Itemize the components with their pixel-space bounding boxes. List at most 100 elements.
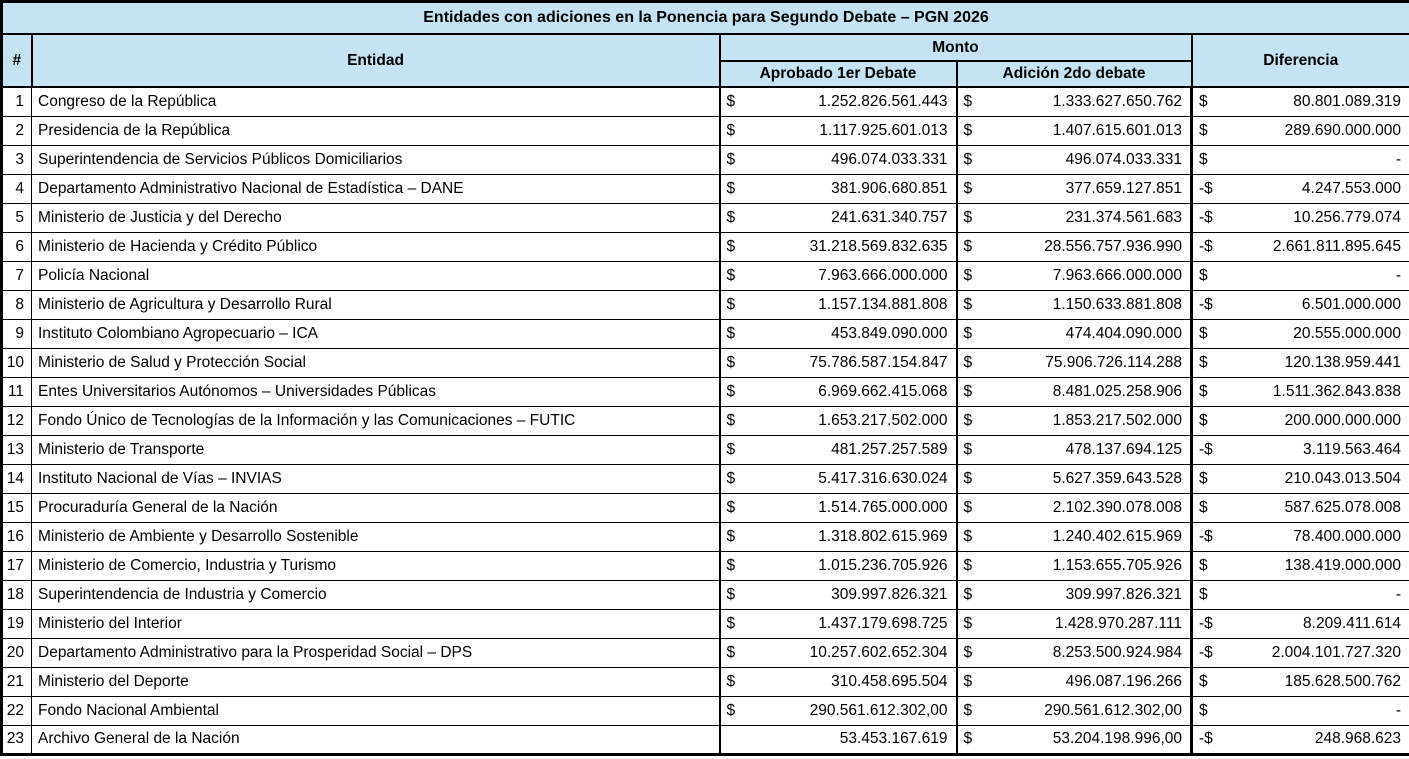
currency-symbol: $ bbox=[726, 469, 736, 487]
approved-amount-cell: $1.015.236.705.926 bbox=[719, 550, 958, 581]
approved-amount-cell: $10.257.602.652.304 bbox=[719, 637, 958, 668]
row-number: 21 bbox=[1, 666, 32, 697]
addition-amount-cell: $1.150.633.881.808 bbox=[956, 289, 1193, 320]
row-number: 10 bbox=[1, 347, 32, 378]
page-title: Entidades con adiciones en la Ponencia p… bbox=[0, 0, 1409, 35]
table-row: 8 Ministerio de Agricultura y Desarrollo… bbox=[1, 289, 1409, 320]
addition-amount-cell: $1.333.627.650.762 bbox=[956, 86, 1193, 117]
addition-amount: 8.253.500.924.984 bbox=[1052, 643, 1182, 661]
currency-symbol: $ bbox=[963, 556, 973, 574]
addition-amount-cell: $8.481.025.258.906 bbox=[956, 376, 1193, 407]
header-row-sub: Aprobado 1er Debate Adición 2do debate bbox=[2, 60, 1409, 88]
approved-amount: 1.437.179.698.725 bbox=[818, 614, 948, 632]
addition-amount-cell: $496.074.033.331 bbox=[956, 144, 1193, 175]
entity-name: Instituto Colombiano Agropecuario – ICA bbox=[31, 318, 721, 349]
column-header-adicion: Adición 2do debate bbox=[955, 60, 1193, 88]
currency-symbol: $ bbox=[726, 614, 736, 632]
currency-symbol: $ bbox=[726, 121, 736, 139]
currency-symbol: $ bbox=[726, 556, 736, 574]
entity-name: Ministerio de Salud y Protección Social bbox=[31, 347, 721, 378]
addition-amount-cell: $1.240.402.615.969 bbox=[956, 521, 1193, 552]
approved-amount: 241.631.340.757 bbox=[831, 208, 948, 226]
table-row: 21 Ministerio del Deporte $310.458.695.5… bbox=[1, 666, 1409, 697]
addition-amount-cell: $75.906.726.114.288 bbox=[956, 347, 1193, 378]
difference-amount: - bbox=[1395, 266, 1402, 284]
row-number: 3 bbox=[1, 144, 32, 175]
addition-amount-cell: $53.204.198.996,00 bbox=[956, 724, 1193, 755]
currency-symbol: $ bbox=[963, 440, 973, 458]
currency-symbol: $ bbox=[726, 498, 736, 516]
currency-symbol: $ bbox=[726, 527, 736, 545]
currency-symbol: $ bbox=[963, 701, 973, 719]
difference-amount: 1.511.362.843.838 bbox=[1272, 382, 1402, 400]
column-header-num: # bbox=[0, 33, 33, 88]
addition-amount-cell: $1.853.217.502.000 bbox=[956, 405, 1193, 436]
difference-amount: 78.400.000.000 bbox=[1293, 527, 1402, 545]
currency-symbol: -$ bbox=[1199, 179, 1213, 197]
approved-amount: 6.969.662.415.068 bbox=[818, 382, 948, 400]
table-row: 17 Ministerio de Comercio, Industria y T… bbox=[1, 550, 1409, 581]
title-row: Entidades con adiciones en la Ponencia p… bbox=[0, 0, 1409, 35]
difference-amount: - bbox=[1395, 150, 1402, 168]
approved-amount: 1.653.217.502.000 bbox=[818, 411, 948, 429]
addition-amount-cell: $474.404.090.000 bbox=[956, 318, 1193, 349]
approved-amount-cell: $309.997.826.321 bbox=[719, 579, 958, 610]
currency-symbol: -$ bbox=[1199, 440, 1213, 458]
approved-amount-cell: $496.074.033.331 bbox=[719, 144, 958, 175]
addition-amount-cell: $231.374.561.683 bbox=[956, 202, 1193, 233]
addition-amount: 75.906.726.114.288 bbox=[1045, 353, 1182, 371]
entity-name: Procuraduría General de la Nación bbox=[31, 492, 721, 523]
entity-name: Superintendencia de Industria y Comercio bbox=[31, 579, 721, 610]
currency-symbol: $ bbox=[963, 585, 973, 603]
addition-amount: 1.153.655.705.926 bbox=[1052, 556, 1182, 574]
approved-amount: 5.417.316.630.024 bbox=[818, 469, 948, 487]
approved-amount: 453.849.090.000 bbox=[831, 324, 948, 342]
approved-amount-cell: $31.218.569.832.635 bbox=[719, 231, 958, 262]
entity-name: Fondo Único de Tecnologías de la Informa… bbox=[31, 405, 721, 436]
approved-amount-cell: 53.453.167.619 bbox=[719, 724, 958, 755]
row-number: 18 bbox=[1, 579, 32, 610]
difference-amount: 210.043.013.504 bbox=[1284, 469, 1402, 487]
addition-amount: 1.853.217.502.000 bbox=[1052, 411, 1182, 429]
approved-amount: 1.318.802.615.969 bbox=[818, 527, 948, 545]
currency-symbol: $ bbox=[1199, 121, 1208, 139]
difference-amount: 80.801.089.319 bbox=[1293, 92, 1402, 110]
currency-symbol: $ bbox=[1199, 266, 1208, 284]
table-row: 1 Congreso de la República $1.252.826.56… bbox=[1, 86, 1409, 117]
difference-amount: 6.501.000.000 bbox=[1301, 295, 1402, 313]
column-header-monto: Monto bbox=[718, 33, 1193, 62]
approved-amount: 1.117.925.601.013 bbox=[819, 121, 948, 139]
currency-symbol: $ bbox=[963, 266, 973, 284]
difference-amount-cell: -$ 2.004.101.727.320 bbox=[1189, 637, 1409, 668]
approved-amount: 496.074.033.331 bbox=[831, 150, 948, 168]
currency-symbol: $ bbox=[726, 701, 736, 719]
addition-amount-cell: $377.659.127.851 bbox=[956, 173, 1193, 204]
addition-amount: 8.481.025.258.906 bbox=[1052, 382, 1182, 400]
currency-symbol: $ bbox=[963, 527, 973, 545]
table-row: 3 Superintendencia de Servicios Públicos… bbox=[1, 144, 1409, 175]
addition-amount-cell: $5.627.359.643.528 bbox=[956, 463, 1193, 494]
currency-symbol: -$ bbox=[1199, 527, 1213, 545]
difference-amount-cell: -$ 248.968.623 bbox=[1189, 724, 1409, 755]
currency-symbol: $ bbox=[726, 237, 736, 255]
entity-name: Ministerio del Deporte bbox=[31, 666, 721, 697]
difference-amount-cell: -$ 4.247.553.000 bbox=[1189, 173, 1409, 204]
table-body: 1 Congreso de la República $1.252.826.56… bbox=[1, 86, 1409, 755]
currency-symbol: $ bbox=[1199, 672, 1208, 690]
row-number: 23 bbox=[1, 724, 32, 755]
row-number: 17 bbox=[1, 550, 32, 581]
approved-amount: 381.906.680.851 bbox=[831, 179, 948, 197]
difference-amount-cell: -$ 8.209.411.614 bbox=[1189, 608, 1409, 639]
approved-amount-cell: $481.257.257.589 bbox=[719, 434, 958, 465]
approved-amount-cell: $1.157.134.881.808 bbox=[719, 289, 958, 320]
approved-amount-cell: $1.437.179.698.725 bbox=[719, 608, 958, 639]
approved-amount-cell: $1.653.217.502.000 bbox=[719, 405, 958, 436]
currency-symbol: $ bbox=[726, 266, 736, 284]
difference-amount: 200.000.000.000 bbox=[1284, 411, 1402, 429]
entity-name: Policía Nacional bbox=[31, 260, 721, 291]
currency-symbol: $ bbox=[963, 150, 973, 168]
currency-symbol: $ bbox=[1199, 150, 1208, 168]
addition-amount: 474.404.090.000 bbox=[1065, 324, 1182, 342]
row-number: 22 bbox=[1, 695, 32, 726]
